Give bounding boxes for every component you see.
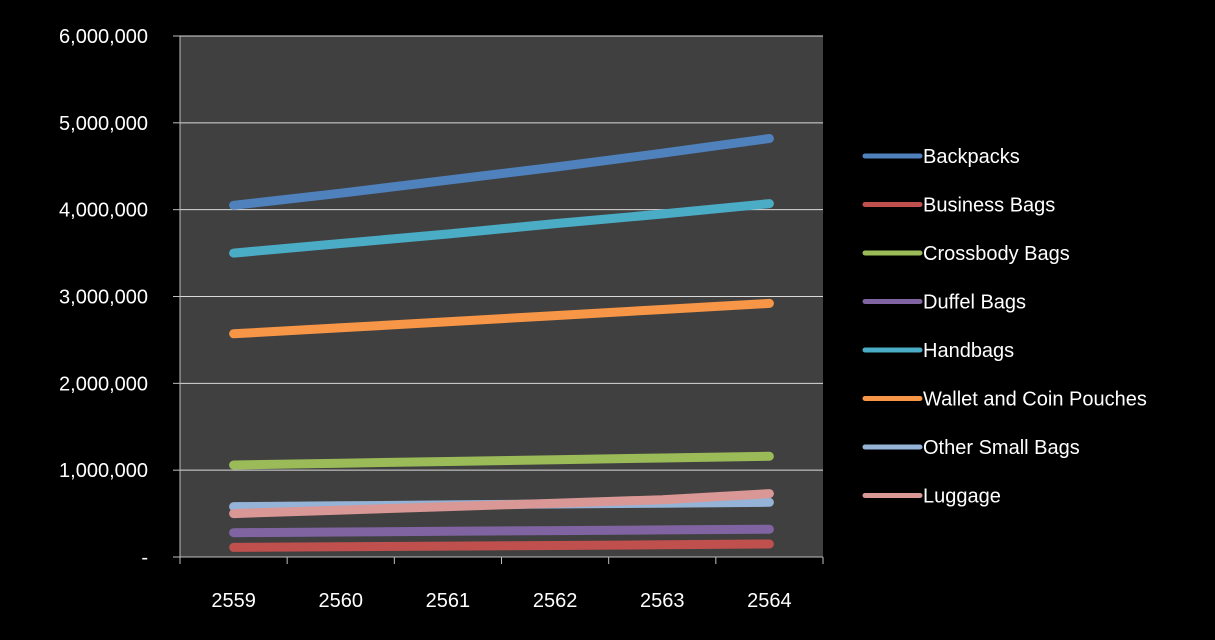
x-tick-label: 2561 bbox=[426, 590, 471, 612]
x-tick-label: 2559 bbox=[211, 590, 256, 612]
series-line-crossbody-bags bbox=[229, 451, 774, 470]
legend-label-backpacks: Backpacks bbox=[923, 146, 1020, 168]
legend-label-duffel-bags: Duffel Bags bbox=[923, 292, 1026, 314]
x-tick-label: 2560 bbox=[319, 590, 364, 612]
y-tick-label: 4,000,000 bbox=[59, 200, 148, 222]
y-tick-label: - bbox=[141, 547, 148, 569]
legend-label-other-small-bags: Other Small Bags bbox=[923, 437, 1080, 459]
series-lines bbox=[229, 134, 774, 552]
series-line-business-bags bbox=[229, 539, 774, 552]
series-line-luggage bbox=[229, 489, 774, 519]
y-tick-label: 5,000,000 bbox=[59, 113, 148, 135]
x-tick-label: 2564 bbox=[747, 590, 792, 612]
series-line-handbags bbox=[229, 199, 774, 258]
legend-label-wallet-and-coin-pouches: Wallet and Coin Pouches bbox=[923, 389, 1147, 411]
series-line-duffel-bags bbox=[229, 524, 774, 538]
x-axis-tick-labels: 2559 2560 2561 2562 2563 2564 bbox=[211, 590, 791, 612]
legend-label-luggage: Luggage bbox=[923, 486, 1001, 508]
legend-label-business-bags: Business Bags bbox=[923, 195, 1055, 217]
legend-label-handbags: Handbags bbox=[923, 340, 1014, 362]
series-line-wallet-and-coin-pouches bbox=[229, 298, 774, 339]
legend: Backpacks Business Bags Crossbody Bags Duff… bbox=[862, 146, 1147, 508]
y-tick-label: 1,000,000 bbox=[59, 460, 148, 482]
y-tick-label: 2,000,000 bbox=[59, 373, 148, 395]
x-tick-label: 2563 bbox=[640, 590, 685, 612]
y-tick-label: 6,000,000 bbox=[59, 26, 148, 48]
x-tick-label: 2562 bbox=[533, 590, 578, 612]
series-line-backpacks bbox=[229, 134, 774, 210]
axes bbox=[173, 35, 824, 564]
y-tick-label: 3,000,000 bbox=[59, 287, 148, 309]
y-axis-tick-labels: - 1,000,000 2,000,000 3,000,000 4,000,000 5,0… bbox=[59, 26, 148, 569]
legend-label-crossbody-bags: Crossbody Bags bbox=[923, 243, 1070, 265]
